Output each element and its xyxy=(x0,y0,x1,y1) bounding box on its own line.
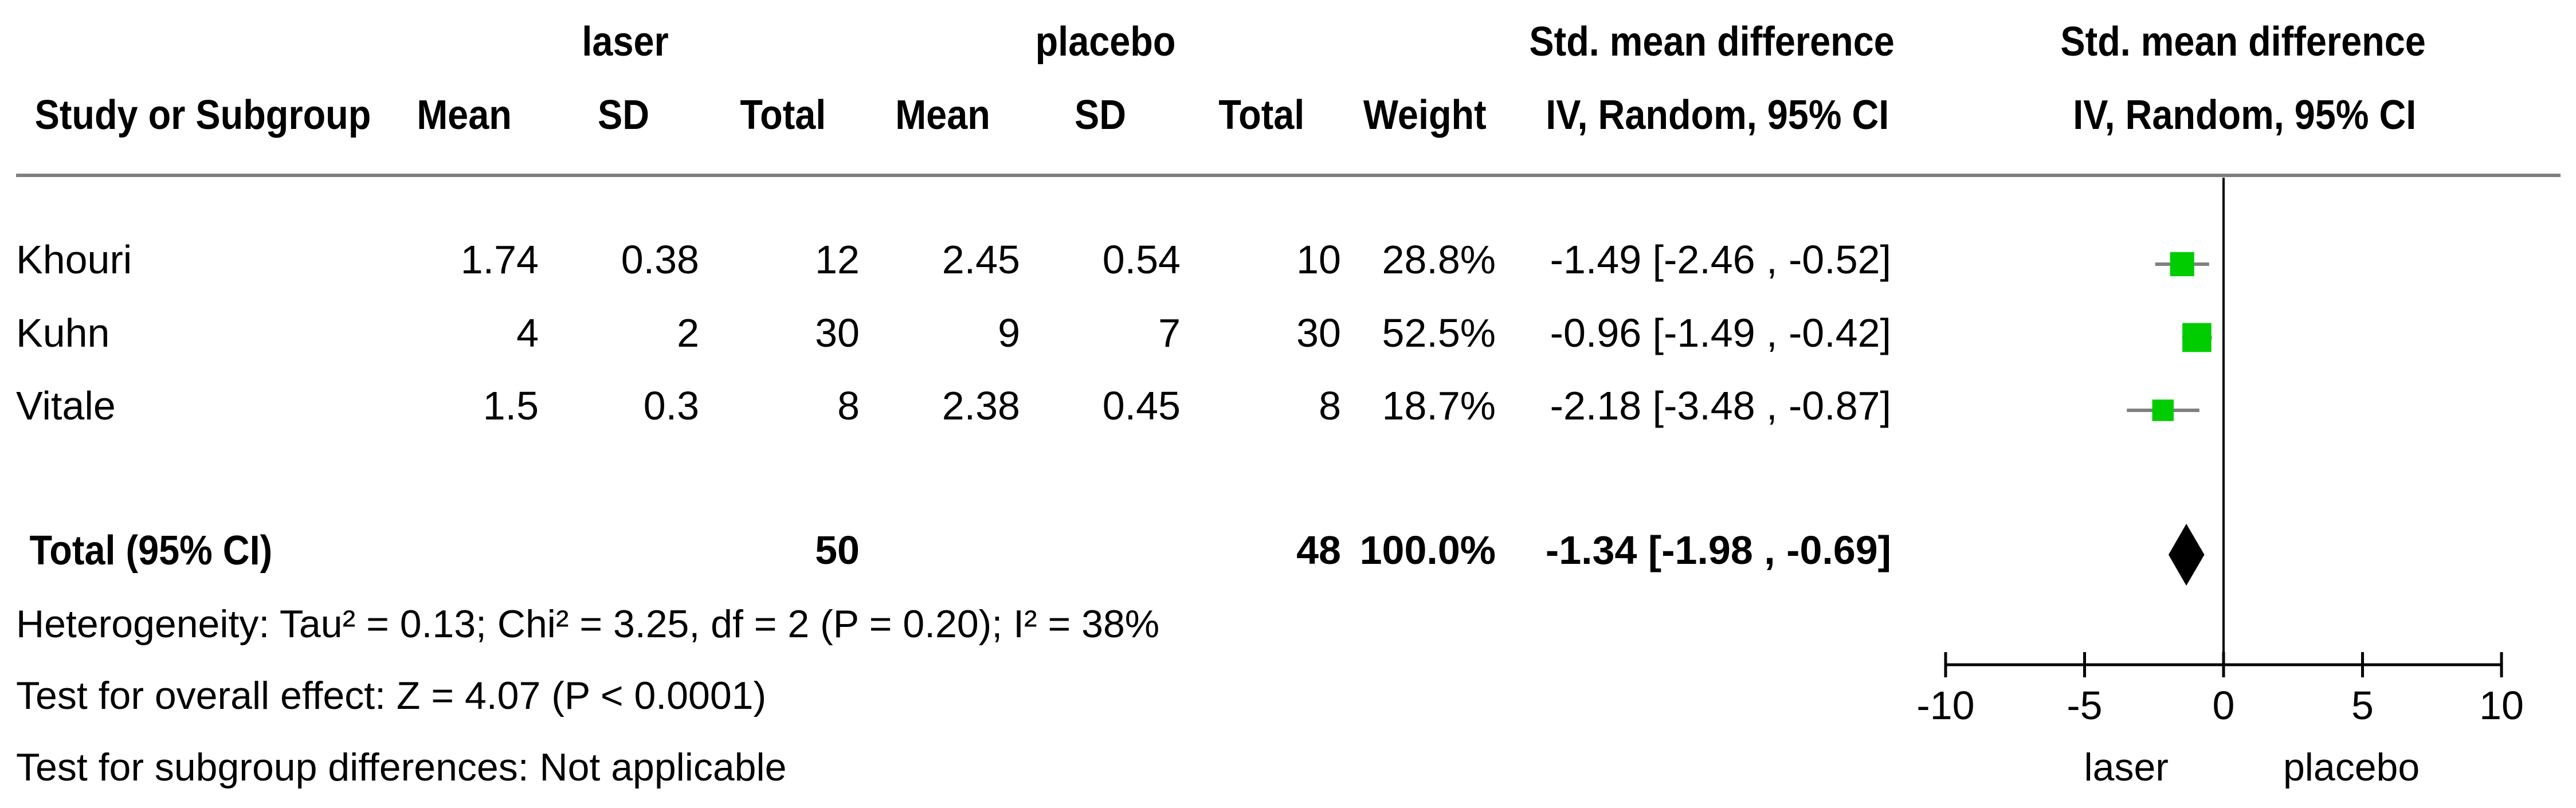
weight-column-header: Weight xyxy=(1363,92,1487,138)
subgroup-text: Test for subgroup differences: Not appli… xyxy=(16,746,787,789)
overall-effect-text: Test for overall effect: Z = 4.07 (P < 0… xyxy=(16,674,767,717)
estimate-square-kuhn xyxy=(2182,323,2212,352)
total-label: Total (95% CI) xyxy=(29,528,273,574)
mean1-column-header: Mean xyxy=(417,92,512,138)
study-name: Kuhn xyxy=(16,311,110,355)
x-tick-label: -5 xyxy=(2067,683,2102,728)
sd1-cell: 0.38 xyxy=(621,237,699,282)
sd1-cell: 2 xyxy=(677,311,699,355)
ci-cell: -1.49 [-2.46 , -0.52] xyxy=(1550,237,1891,282)
effect-header-bottom: IV, Random, 95% CI xyxy=(1546,92,1889,138)
total2-cell: 10 xyxy=(1296,237,1341,282)
total-weight-cell: 100.0% xyxy=(1359,528,1496,572)
mean2-cell: 2.45 xyxy=(942,237,1020,282)
total-ci-cell: -1.34 [-1.98 , -0.69] xyxy=(1545,528,1891,572)
mean1-cell: 4 xyxy=(516,311,539,355)
group1-header: laser xyxy=(582,19,669,65)
sd2-column-header: SD xyxy=(1075,92,1127,138)
x-tick-label: -10 xyxy=(1916,683,1974,728)
total1-cell: 8 xyxy=(837,383,860,428)
pooled-diamond xyxy=(2168,524,2205,586)
favours-left-label: laser xyxy=(2084,746,2169,789)
total2-cell: 48 xyxy=(1296,528,1341,572)
study-name: Vitale xyxy=(16,383,116,428)
x-tick-label: 5 xyxy=(2351,683,2374,728)
study-marks xyxy=(2127,252,2212,421)
plot-header-top: Std. mean difference xyxy=(2060,19,2426,65)
ci-cell: -2.18 [-3.48 , -0.87] xyxy=(1550,383,1891,428)
weight-cell: 28.8% xyxy=(1382,237,1496,282)
total2-cell: 8 xyxy=(1319,383,1341,428)
ci-cell: -0.96 [-1.49 , -0.42] xyxy=(1550,311,1891,355)
study-name: Khouri xyxy=(16,237,132,282)
mean2-cell: 2.38 xyxy=(942,383,1020,428)
header-divider xyxy=(16,174,2561,177)
estimate-square-khouri xyxy=(2170,252,2194,277)
x-tick-label: 10 xyxy=(2479,683,2524,728)
group2-header: placebo xyxy=(1035,19,1176,65)
total1-cell: 12 xyxy=(815,237,860,282)
x-axis-ticks: -10 -5 0 5 10 xyxy=(1916,652,2524,728)
study-column-header: Study or Subgroup xyxy=(34,92,371,138)
total1-cell: 30 xyxy=(815,311,860,355)
sd1-column-header: SD xyxy=(598,92,650,138)
plot-header-bottom: IV, Random, 95% CI xyxy=(2073,92,2417,138)
sd2-cell: 7 xyxy=(1158,311,1181,355)
heterogeneity-text: Heterogeneity: Tau² = 0.13; Chi² = 3.25,… xyxy=(16,602,1160,646)
total1-cell: 50 xyxy=(815,528,860,572)
sd1-cell: 0.3 xyxy=(643,383,699,428)
mean2-column-header: Mean xyxy=(895,92,990,138)
favours-right-label: placebo xyxy=(2283,746,2420,789)
total2-column-header: Total xyxy=(1218,92,1305,138)
sd2-cell: 0.54 xyxy=(1102,237,1181,282)
mean2-cell: 9 xyxy=(998,311,1020,355)
effect-header-top: Std. mean difference xyxy=(1529,19,1895,65)
estimate-square-vitale xyxy=(2152,399,2174,421)
weight-cell: 52.5% xyxy=(1382,311,1496,355)
x-tick-label: 0 xyxy=(2213,683,2235,728)
total1-column-header: Total xyxy=(740,92,826,138)
total2-cell: 30 xyxy=(1296,311,1341,355)
weight-cell: 18.7% xyxy=(1382,383,1496,428)
sd2-cell: 0.45 xyxy=(1102,383,1181,428)
mean1-cell: 1.5 xyxy=(483,383,539,428)
mean1-cell: 1.74 xyxy=(460,237,539,282)
